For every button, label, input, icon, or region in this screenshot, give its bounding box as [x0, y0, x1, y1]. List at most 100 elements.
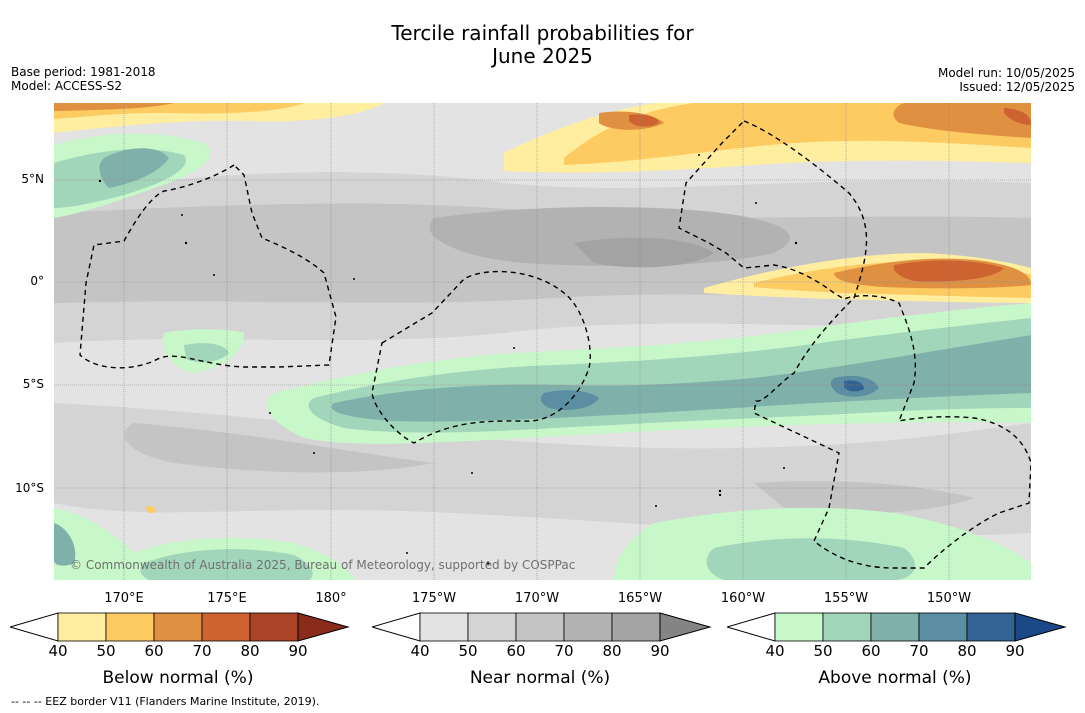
lon-label-170e: 170°E — [104, 591, 144, 606]
below-tick-70: 70 — [192, 642, 212, 660]
near-swatch-60-70 — [515, 612, 565, 642]
wet-band-south-deep — [331, 335, 1031, 422]
above-normal-regions — [54, 133, 1031, 580]
wet-region-southeast-core — [706, 538, 915, 580]
colorbar-above-normal-swatches — [727, 612, 1067, 642]
eez-border-phoenix — [371, 270, 591, 444]
island — [313, 452, 315, 454]
near-swatch-over — [659, 612, 712, 642]
title-line-1: Tercile rainfall probabilities for — [391, 21, 694, 45]
grey-core-north-2 — [574, 237, 714, 268]
lon-label-175w: 175°W — [411, 591, 457, 606]
above-tick-70: 70 — [909, 642, 929, 660]
below-swatch-over — [297, 612, 350, 642]
eez-borders — [79, 120, 1031, 569]
island — [783, 467, 785, 469]
lon-label-170w: 170°W — [514, 591, 560, 606]
issued-text: Issued: 12/05/2025 — [959, 80, 1075, 94]
above-normal-title: Above normal (%) — [818, 668, 972, 688]
island — [718, 489, 722, 493]
probability-map — [54, 103, 1031, 580]
grey-patch-east — [754, 481, 974, 514]
lon-label-180: 180° — [315, 591, 347, 606]
island — [213, 274, 215, 276]
below-tick-90: 90 — [288, 642, 308, 660]
near-swatch-70-80 — [563, 612, 613, 642]
wet-core-south-3 — [844, 380, 864, 392]
above-swatch-80-90 — [966, 612, 1016, 642]
above-tick-50: 50 — [813, 642, 833, 660]
island — [353, 278, 355, 280]
eez-footnote: -- -- -- EEZ border V11 (Flanders Marine… — [11, 695, 320, 708]
island — [184, 241, 188, 245]
near-normal-title: Near normal (%) — [469, 668, 611, 688]
island — [513, 347, 515, 349]
run-info: Model run: 10/05/2025 Issued: 12/05/2025 — [938, 66, 1075, 94]
map-svg — [54, 103, 1031, 580]
model-name-text: Model: ACCESS-S2 — [11, 79, 123, 93]
below-normal-title: Below normal (%) — [102, 668, 254, 688]
wet-spot-southwest-corner — [54, 523, 76, 566]
below-tick-50: 50 — [96, 642, 116, 660]
near-tick-80: 80 — [602, 642, 622, 660]
near-swatch-40-50 — [419, 612, 469, 642]
eez-border-line-islands — [678, 120, 1031, 569]
near-swatch-80-90 — [611, 612, 661, 642]
lon-label-150w: 150°W — [926, 591, 972, 606]
lat-label-5n: 5°N — [21, 172, 44, 186]
below-swatch-under — [10, 612, 59, 642]
colorbar-below-normal-swatches — [10, 612, 350, 642]
above-tick-40: 40 — [765, 642, 785, 660]
graticule — [54, 103, 1031, 580]
wet-core-south-1 — [540, 390, 599, 410]
below-swatch-60-70 — [153, 612, 203, 642]
dry-hot-northeast-4 — [1004, 108, 1031, 125]
below-swatch-40-50 — [57, 612, 107, 642]
lon-label-155w: 155°W — [823, 591, 869, 606]
lon-label-175e: 175°E — [207, 591, 247, 606]
above-tick-90: 90 — [1005, 642, 1025, 660]
wet-deep-northwest — [99, 148, 169, 188]
wet-region-southwest-core — [140, 549, 313, 580]
below-swatch-70-80 — [201, 612, 251, 642]
below-tick-60: 60 — [144, 642, 164, 660]
map-title: Tercile rainfall probabilities for June … — [0, 22, 1085, 68]
near-swatch-under — [372, 612, 421, 642]
near-tick-90: 90 — [650, 642, 670, 660]
copyright-notice: © Commonwealth of Australia 2025, Bureau… — [70, 558, 576, 572]
above-swatch-40-50 — [774, 612, 824, 642]
island — [471, 472, 473, 474]
dry-edge-northwest — [54, 103, 174, 111]
near-normal-regions — [54, 172, 1031, 536]
island — [406, 552, 408, 554]
island — [269, 412, 271, 414]
grey-band-south-dark — [124, 423, 435, 473]
wet-spot-equator-west-core — [184, 343, 229, 363]
eez-border-kiribati-gilberts — [79, 164, 337, 369]
below-tick-80: 80 — [240, 642, 260, 660]
islands — [98, 154, 798, 565]
island — [486, 561, 490, 565]
lat-label-5s: 5°S — [22, 377, 44, 391]
island — [98, 179, 102, 183]
dry-hot-northeast-3 — [629, 114, 659, 127]
above-swatch-60-70 — [870, 612, 920, 642]
below-swatch-80-90 — [249, 612, 299, 642]
island — [181, 214, 183, 216]
base-period-text: Base period: 1981-2018 — [11, 65, 156, 79]
model-info: Base period: 1981-2018 Model: ACCESS-S2 — [11, 65, 156, 93]
model-run-text: Model run: 10/05/2025 — [937, 66, 1075, 80]
island — [755, 202, 757, 204]
island — [718, 493, 722, 497]
above-tick-60: 60 — [861, 642, 881, 660]
colorbar-near-normal-swatches — [372, 612, 712, 642]
dry-hotter-equatorial — [893, 260, 1004, 282]
lat-label-0: 0° — [30, 274, 44, 288]
title-line-2: June 2025 — [492, 44, 593, 68]
near-tick-40: 40 — [410, 642, 430, 660]
above-tick-80: 80 — [957, 642, 977, 660]
lat-label-10s: 10°S — [15, 481, 44, 495]
below-swatch-50-60 — [105, 612, 155, 642]
dry-hot-northeast-1 — [893, 103, 1031, 138]
above-swatch-70-80 — [918, 612, 968, 642]
